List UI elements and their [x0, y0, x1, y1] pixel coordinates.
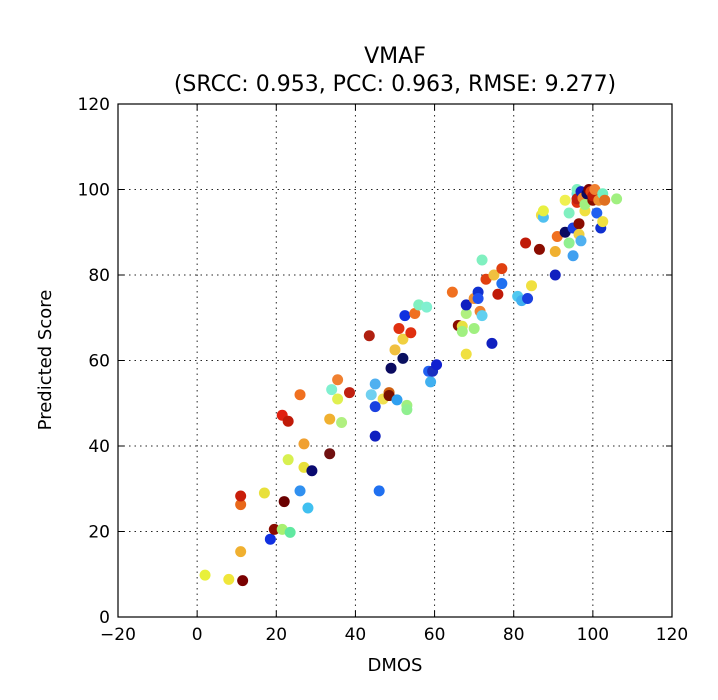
scatter-point	[446, 286, 458, 298]
x-tick-label: 60	[424, 625, 446, 645]
scatter-point	[472, 293, 484, 305]
scatter-point	[373, 485, 385, 497]
x-tick-label: 20	[265, 625, 287, 645]
scatter-point	[332, 393, 344, 405]
scatter-point	[332, 374, 344, 386]
x-tick-label: 0	[192, 625, 203, 645]
scatter-point	[496, 263, 508, 275]
scatter-point	[549, 269, 561, 281]
scatter-point	[298, 438, 310, 450]
scatter-point	[294, 389, 306, 401]
scatter-point	[302, 502, 314, 514]
scatter-point	[199, 569, 211, 581]
scatter-point	[486, 337, 498, 349]
scatter-point	[324, 448, 336, 460]
scatter-point	[284, 526, 296, 538]
scatter-point	[611, 193, 623, 205]
scatter-point	[597, 216, 609, 228]
scatter-point	[460, 307, 472, 319]
scatter-point	[476, 254, 488, 266]
chart-title: VMAF	[364, 44, 426, 69]
scatter-point	[421, 301, 433, 313]
scatter-point	[460, 348, 472, 360]
scatter-point	[567, 250, 579, 262]
y-tick-label: 120	[78, 95, 110, 115]
scatter-point	[526, 280, 538, 292]
scatter-point	[393, 322, 405, 334]
scatter-point	[268, 523, 280, 535]
scatter-point	[563, 237, 575, 249]
scatter-point	[391, 394, 403, 406]
y-axis-label: Predicted Score	[35, 290, 56, 431]
scatter-point	[282, 415, 294, 427]
scatter-point	[468, 322, 480, 334]
scatter-point	[235, 490, 247, 502]
y-tick-label: 20	[88, 523, 110, 543]
y-tick-label: 80	[88, 266, 110, 286]
y-tick-label: 100	[78, 181, 110, 201]
scatter-point	[237, 575, 249, 587]
x-tick-label: 80	[503, 625, 525, 645]
scatter-point	[369, 430, 381, 442]
scatter-point	[591, 207, 603, 219]
scatter-point	[522, 293, 534, 305]
scatter-point	[533, 243, 545, 255]
x-tick-label: −20	[100, 625, 136, 645]
scatter-point	[264, 533, 276, 545]
scatter-point	[476, 310, 488, 322]
scatter-point	[306, 465, 318, 477]
scatter-point	[409, 307, 421, 319]
scatter-point	[336, 416, 348, 428]
scatter-point	[496, 278, 508, 290]
x-tick-label: 40	[345, 625, 367, 645]
scatter-point	[573, 218, 585, 230]
scatter-point	[324, 413, 336, 425]
scatter-point	[559, 194, 571, 206]
scatter-point	[520, 237, 532, 249]
y-tick-label: 0	[99, 608, 110, 628]
grid-lines	[118, 104, 672, 617]
scatter-point	[401, 404, 413, 416]
scatter-point	[326, 384, 338, 396]
scatter-point	[575, 235, 587, 247]
scatter-point	[460, 299, 472, 311]
scatter-point	[278, 496, 290, 508]
x-tick-label: 120	[656, 625, 688, 645]
scatter-point	[389, 344, 401, 356]
data-points	[199, 184, 623, 587]
chart-subtitle: (SRCC: 0.953, PCC: 0.963, RMSE: 9.277)	[174, 72, 616, 97]
scatter-point	[369, 401, 381, 413]
scatter-point	[405, 327, 417, 339]
y-tick-label: 60	[88, 352, 110, 372]
y-tick-label: 40	[88, 437, 110, 457]
scatter-point	[431, 359, 443, 371]
scatter-point	[235, 499, 247, 511]
scatter-point	[258, 487, 270, 499]
scatter-point	[365, 389, 377, 401]
scatter-point	[399, 310, 411, 322]
scatter-point	[363, 330, 375, 342]
scatter-point	[397, 352, 409, 364]
scatter-point	[343, 387, 355, 399]
scatter-point	[425, 376, 437, 388]
scatter-point	[599, 194, 611, 206]
x-axis-label: DMOS	[368, 655, 423, 676]
scatter-point	[563, 207, 575, 219]
scatter-point	[488, 269, 500, 281]
scatter-point	[537, 205, 549, 217]
scatter-point	[397, 333, 409, 345]
scatter-point	[549, 245, 561, 257]
x-tick-label: 100	[577, 625, 609, 645]
scatter-point	[282, 454, 294, 466]
scatter-point	[294, 485, 306, 497]
scatter-point	[456, 325, 468, 337]
scatter-point	[223, 573, 235, 585]
scatter-point	[235, 546, 247, 558]
scatter-point	[369, 378, 381, 390]
scatter-point	[385, 362, 397, 374]
scatter-point	[492, 288, 504, 300]
